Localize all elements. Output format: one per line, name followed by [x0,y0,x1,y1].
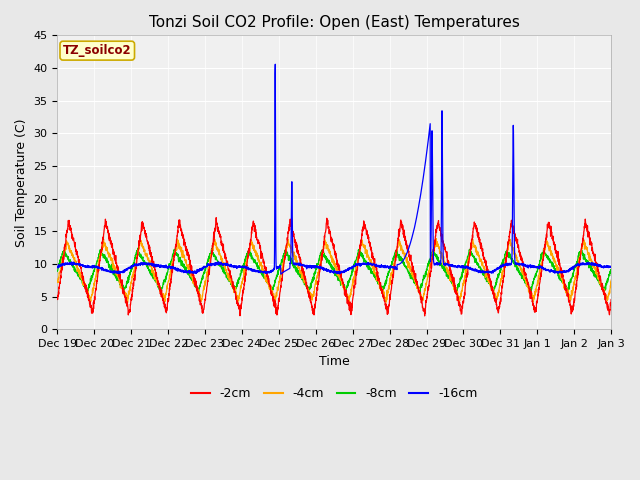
Legend: -2cm, -4cm, -8cm, -16cm: -2cm, -4cm, -8cm, -16cm [186,383,483,406]
Title: Tonzi Soil CO2 Profile: Open (East) Temperatures: Tonzi Soil CO2 Profile: Open (East) Temp… [149,15,520,30]
Y-axis label: Soil Temperature (C): Soil Temperature (C) [15,118,28,247]
X-axis label: Time: Time [319,355,349,368]
Text: TZ_soilco2: TZ_soilco2 [63,44,132,57]
